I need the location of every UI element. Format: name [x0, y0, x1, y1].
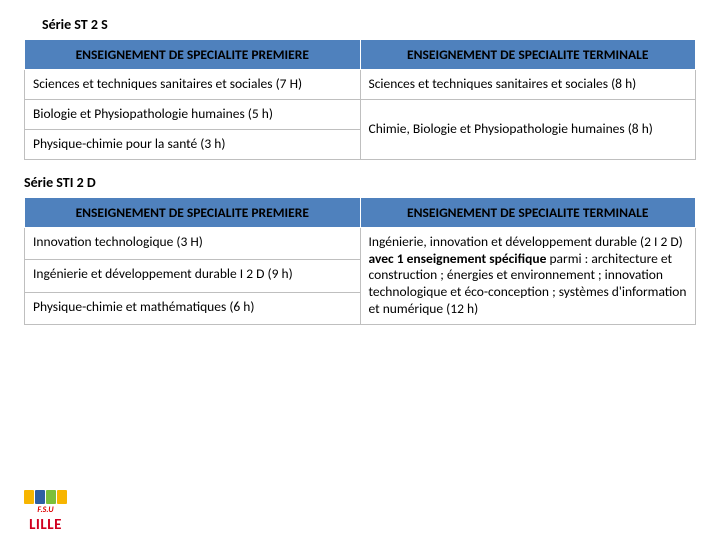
- table-cell: Chimie, Biologie et Physiopathologie hum…: [360, 99, 696, 159]
- logo: F.S.U LILLE: [24, 490, 67, 534]
- table-header-right: ENSEIGNEMENT DE SPECIALITE TERMINALE: [360, 197, 696, 227]
- table-cell: Biologie et Physiopathologie humaines (5…: [25, 99, 361, 129]
- table-cell: Ingénierie, innovation et développement …: [360, 227, 696, 324]
- text-part: Ingénierie, innovation et développement …: [369, 233, 683, 250]
- snes-logo-icon: [24, 490, 67, 504]
- text-part-bold: avec 1 enseignement spécifique: [369, 250, 547, 267]
- table-cell: Ingénierie et développement durable I 2 …: [25, 260, 361, 292]
- logo-lille: LILLE: [29, 516, 62, 534]
- series-1-title: Série ST 2 S: [42, 16, 696, 33]
- table-cell: Sciences et techniques sanitaires et soc…: [360, 70, 696, 100]
- logo-subtext: F.S.U: [37, 505, 53, 515]
- table-cell: Innovation technologique (3 H): [25, 227, 361, 259]
- table-cell: Physique-chimie et mathématiques (6 h): [25, 292, 361, 324]
- series-2-title: Série STI 2 D: [24, 174, 696, 191]
- table-sti2d: ENSEIGNEMENT DE SPECIALITE PREMIERE ENSE…: [24, 197, 696, 325]
- table-st2s: ENSEIGNEMENT DE SPECIALITE PREMIERE ENSE…: [24, 39, 696, 160]
- table-cell: Physique-chimie pour la santé (3 h): [25, 129, 361, 159]
- table-cell: Sciences et techniques sanitaires et soc…: [25, 70, 361, 100]
- table-header-left: ENSEIGNEMENT DE SPECIALITE PREMIERE: [25, 40, 361, 70]
- table-header-right: ENSEIGNEMENT DE SPECIALITE TERMINALE: [360, 40, 696, 70]
- table-header-left: ENSEIGNEMENT DE SPECIALITE PREMIERE: [25, 197, 361, 227]
